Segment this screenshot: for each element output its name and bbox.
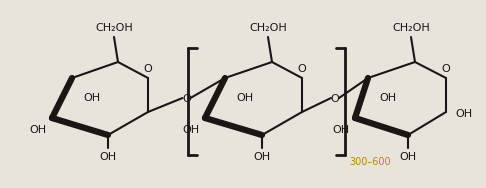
Text: O: O [442,64,451,74]
Text: OH: OH [332,125,349,135]
Text: OH: OH [253,152,271,162]
Text: CH₂OH: CH₂OH [95,23,133,33]
Text: OH: OH [399,152,417,162]
Text: OH: OH [30,125,47,135]
Text: OH: OH [236,93,254,103]
Text: OH: OH [380,93,397,103]
Text: O: O [330,94,339,104]
Text: O: O [144,64,153,74]
Text: OH: OH [182,125,200,135]
Text: O: O [297,64,306,74]
Text: O: O [182,94,191,104]
Text: CH₂OH: CH₂OH [392,23,430,33]
Text: CH₂OH: CH₂OH [249,23,287,33]
Text: OH: OH [84,93,101,103]
Text: OH: OH [100,152,117,162]
Text: OH: OH [455,109,472,119]
Text: 300–600: 300–600 [349,157,391,167]
